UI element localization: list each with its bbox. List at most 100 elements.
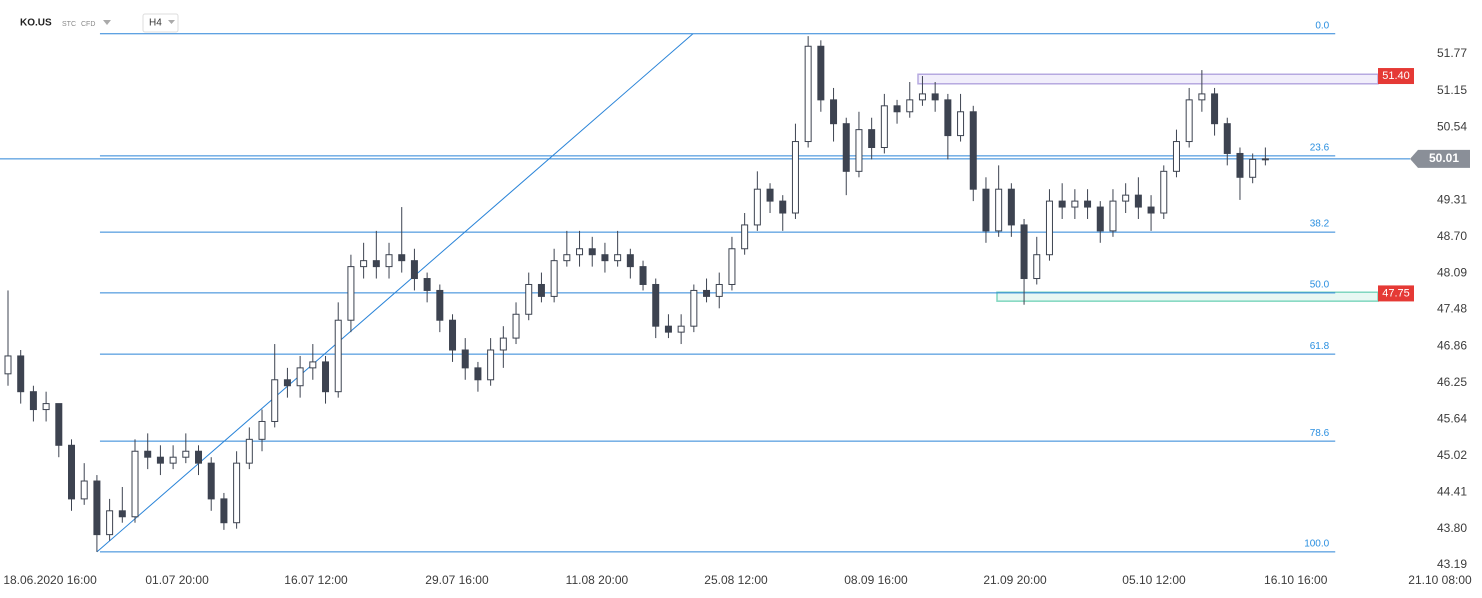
timeframe: H4 [149,18,162,29]
y-tick-label: 46.86 [1437,339,1467,353]
candle-body [372,260,380,268]
y-tick-label: 47.48 [1437,302,1467,316]
candle-body [830,99,838,125]
price-zone [917,73,1379,85]
candle-body [55,403,63,446]
candle-body [296,367,304,387]
candle-body [766,188,774,202]
candle-body [1020,224,1028,280]
trendline [96,33,694,553]
x-tick-label: 29.07 16:00 [425,573,489,587]
candle-body [918,93,926,101]
candle-body [1033,254,1041,280]
x-tick-label: 18.06.2020 16:00 [3,573,97,587]
candle-body [893,105,901,113]
candle-body [957,111,965,137]
candle-body [80,480,88,500]
candle-body [1096,206,1104,232]
candle-body [779,200,787,214]
candle-body [410,260,418,280]
candle-body [601,254,609,262]
candle-body [944,99,952,137]
x-tick-label: 08.09 16:00 [844,573,908,587]
candle-body [245,438,253,464]
candle-body [703,289,711,297]
candle-body [423,278,431,291]
x-tick-label: 16.07 12:00 [284,573,348,587]
candle-body [512,313,520,339]
candle-body [449,319,457,351]
y-tick-label: 44.41 [1437,485,1467,499]
timeframe-select[interactable] [142,13,179,33]
candle-body [652,283,660,327]
tag: CFD [81,21,95,28]
y-tick-label: 43.80 [1437,521,1467,535]
y-tick-label: 50.54 [1437,119,1467,133]
candle-body [309,361,317,369]
candle-body [728,248,736,285]
fib-label: 78.6 [1310,428,1330,439]
y-tick-label: 48.70 [1437,229,1467,243]
candle-body [1084,200,1092,208]
candle-body [753,188,761,226]
candle-body [842,123,850,172]
candle-body [563,254,571,262]
x-tick-label: 05.10 12:00 [1122,573,1186,587]
candle-body [817,45,825,101]
candle-body [1236,152,1244,178]
candle-body [29,391,37,411]
candle-body [1261,158,1269,161]
y-tick-label: 49.31 [1437,193,1467,207]
candle-body [131,450,139,518]
candle-body [169,456,177,464]
current-price-tag [1410,149,1470,168]
candle-body [588,248,596,256]
candle-body [1147,206,1155,214]
candle-body [537,283,545,297]
candle-body [182,450,190,458]
candle-body [741,224,749,250]
candle-body [995,188,1003,232]
candle-body [106,510,114,536]
candle-body [639,266,647,285]
candle-body [1211,93,1219,125]
price-label-bg [1378,68,1414,85]
current-price: 50.01 [1429,151,1459,165]
dropdown-arrow[interactable] [103,20,111,25]
x-tick-label: 21.09 20:00 [983,573,1047,587]
candle-body [664,325,672,333]
candle-body [360,260,368,268]
x-tick-label: 11.08 20:00 [566,573,629,587]
x-tick-label: 21.10 08:00 [1408,573,1472,587]
candle-body [868,129,876,149]
candle-body [880,105,888,149]
fib-label: 0.0 [1315,20,1329,31]
candle-body [550,260,558,297]
candle-body [1198,93,1206,101]
fib-label: 50.0 [1310,279,1330,290]
candle-body [931,93,939,101]
candle-body [626,254,634,268]
candle-body [144,450,152,458]
candle-body [1122,194,1130,202]
candle-body [1185,99,1193,143]
candle-body [614,254,622,262]
y-tick-label: 46.25 [1437,375,1467,389]
candle-body [233,462,241,524]
candle-body [474,367,482,381]
y-tick-label: 51.15 [1437,83,1467,97]
candle-body [271,379,279,422]
candle-body [283,379,291,387]
candle-body [525,283,533,315]
price-label: 51.40 [1382,70,1410,82]
fib-label: 61.8 [1310,341,1330,352]
candle-body [576,248,584,256]
y-tick-label: 45.64 [1437,411,1467,425]
candle-body [436,289,444,321]
candle-body [347,266,355,321]
fib-label: 38.2 [1310,219,1330,230]
candle-body [487,349,495,381]
dropdown-arrow [168,20,175,24]
candle-body [690,289,698,327]
candle-body [1249,158,1257,178]
